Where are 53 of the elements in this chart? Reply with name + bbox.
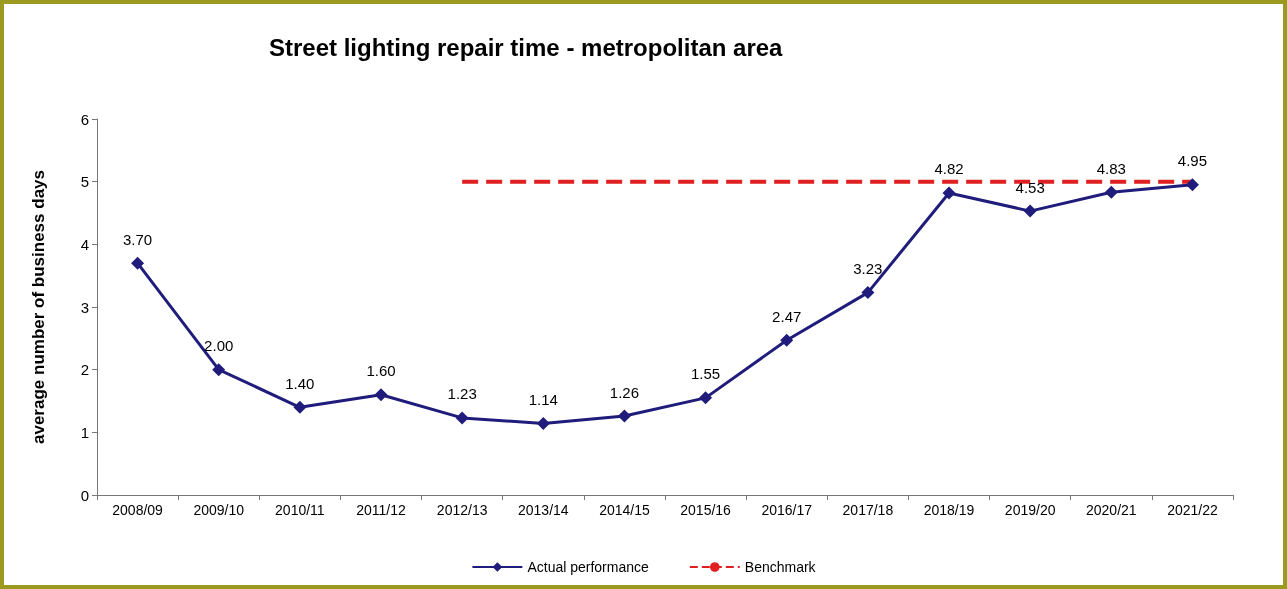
data-label: 4.95 (1177, 152, 1208, 170)
y-tick-label: 5 (80, 173, 89, 191)
y-tick-label: 2 (80, 361, 89, 379)
y-tick-label: 1 (80, 423, 89, 441)
legend-label: Actual performance (527, 559, 650, 575)
legend-label: Benchmark (744, 559, 817, 575)
x-tick-label: 2019/20 (1004, 502, 1056, 518)
data-label: 1.55 (690, 365, 721, 383)
point (131, 256, 145, 270)
data-label: 1.40 (285, 374, 315, 392)
point (1023, 204, 1037, 218)
x-tick-label: 2017/18 (842, 502, 894, 518)
data-label: 4.53 (1015, 178, 1045, 196)
x-tick-label: 2010/11 (275, 502, 325, 518)
y-tick-label: 0 (80, 486, 89, 504)
point (455, 411, 469, 425)
x-tick-label: 2021/22 (1167, 502, 1218, 518)
y-tick-label: 6 (80, 110, 89, 128)
point (1104, 185, 1118, 199)
point (536, 417, 550, 431)
data-label: 1.60 (366, 362, 396, 380)
x-tick-label: 2015/16 (680, 502, 732, 518)
point (780, 333, 794, 347)
data-label: 1.14 (528, 391, 558, 409)
point (699, 391, 713, 405)
x-tick-label: 2018/19 (923, 502, 975, 518)
x-tick-label: 2012/13 (436, 502, 488, 518)
point (1185, 178, 1199, 192)
x-tick-label: 2008/09 (112, 502, 164, 518)
point (861, 286, 875, 300)
data-label: 1.26 (609, 383, 640, 401)
x-tick-label: 2011/12 (356, 502, 406, 518)
data-label: 1.23 (447, 385, 477, 403)
data-label: 2.00 (204, 337, 234, 355)
point (293, 400, 307, 414)
point (942, 186, 956, 200)
point (617, 409, 631, 423)
y-axis-title: average number of business days (29, 170, 48, 444)
x-tick-label: 2009/10 (193, 502, 245, 518)
y-tick-label: 3 (80, 298, 89, 316)
x-tick-label: 2016/17 (761, 502, 813, 518)
x-tick-label: 2020/21 (1085, 502, 1137, 518)
data-label: 4.83 (1096, 159, 1126, 177)
y-tick-label: 4 (80, 235, 89, 253)
x-tick-label: 2014/15 (599, 502, 650, 518)
chart-title: Street lighting repair time - metropolitan area (269, 33, 784, 61)
data-label: 3.70 (122, 230, 153, 248)
data-label: 3.23 (853, 260, 883, 278)
data-label: 2.47 (772, 307, 802, 325)
point (212, 363, 226, 377)
x-tick-label: 2013/14 (517, 502, 569, 518)
point (374, 388, 388, 402)
data-label: 4.82 (934, 160, 964, 178)
